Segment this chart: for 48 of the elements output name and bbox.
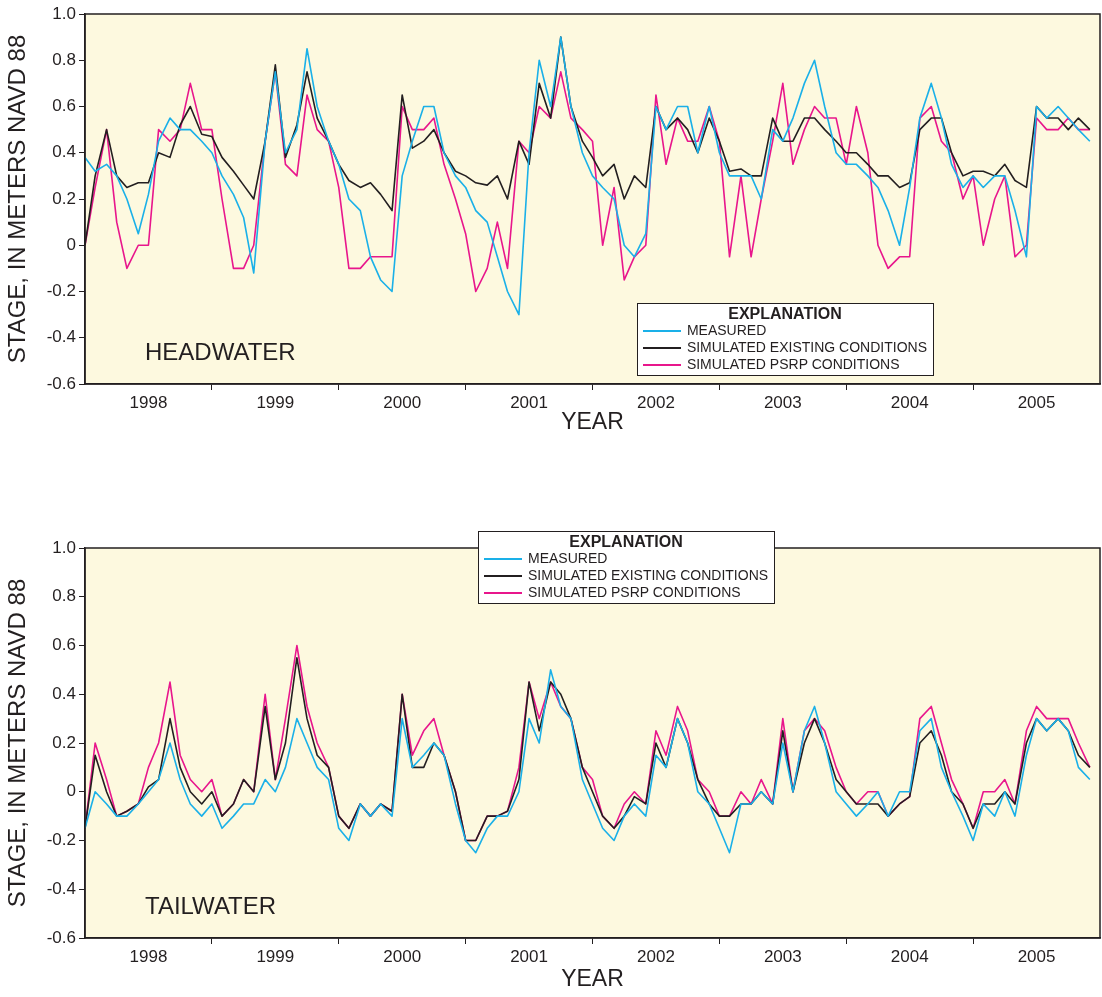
legend-label: SIMULATED EXISTING CONDITIONS [528, 567, 769, 584]
x-tick-label: 2005 [1017, 392, 1056, 412]
y-tick-label: 0.2 [52, 732, 76, 752]
y-tick-label: 0 [66, 234, 76, 254]
y-tick-label: -0.4 [46, 878, 76, 898]
legend-label: SIMULATED EXISTING CONDITIONS [686, 339, 927, 356]
legend-title: EXPLANATION [727, 305, 843, 322]
y-tick-label: 0.8 [52, 49, 76, 69]
legend-title: EXPLANATION [568, 533, 684, 550]
x-tick-label: 2000 [383, 392, 422, 412]
x-axis-title: YEAR [561, 407, 624, 434]
x-tick-label: 2003 [763, 392, 802, 412]
x-tick-label: 2004 [890, 946, 929, 966]
x-tick-label: 2004 [890, 392, 929, 412]
annotation: TAILWATER [145, 892, 277, 919]
legend-label: MEASURED [528, 550, 608, 567]
y-tick-label: -0.4 [46, 327, 76, 347]
x-tick-label: 1998 [129, 946, 168, 966]
legend-label: SIMULATED PSRP CONDITIONS [528, 584, 741, 601]
y-tick-label: 1.0 [52, 3, 76, 23]
annotation: HEADWATER [145, 338, 296, 365]
y-tick-label: 0.6 [52, 635, 76, 655]
y-tick-label: 0 [66, 781, 76, 801]
y-tick-label: 1.0 [52, 537, 76, 557]
y-tick-label: -0.6 [46, 927, 76, 947]
x-tick-label: 2005 [1017, 946, 1056, 966]
y-tick-label: -0.2 [46, 281, 76, 301]
legend-label: SIMULATED PSRP CONDITIONS [686, 356, 900, 373]
y-tick-label: 0.8 [52, 586, 76, 606]
x-tick-label: 2000 [383, 946, 422, 966]
y-tick-label: 0.4 [52, 683, 76, 703]
x-tick-label: 2002 [637, 946, 675, 966]
y-tick-label: -0.6 [46, 373, 76, 393]
x-tick-label: 1999 [256, 392, 295, 412]
y-tick-label: -0.2 [46, 830, 76, 850]
y-tick-label: 0.6 [52, 96, 76, 116]
x-tick-label: 2001 [510, 392, 548, 412]
x-tick-label: 2001 [510, 946, 548, 966]
x-tick-label: 2003 [763, 946, 802, 966]
y-tick-label: 0.2 [52, 188, 76, 208]
x-tick-label: 1999 [256, 946, 295, 966]
legend-label: MEASURED [686, 322, 767, 339]
x-tick-label: 1998 [129, 392, 168, 412]
x-axis-title: YEAR [561, 964, 624, 991]
x-tick-label: 2002 [637, 392, 675, 412]
y-tick-label: 0.4 [52, 142, 76, 162]
y-axis-title: STAGE, IN METERS NAVD 88 [3, 34, 31, 364]
y-axis-title: STAGE, IN METERS NAVD 88 [3, 578, 31, 908]
